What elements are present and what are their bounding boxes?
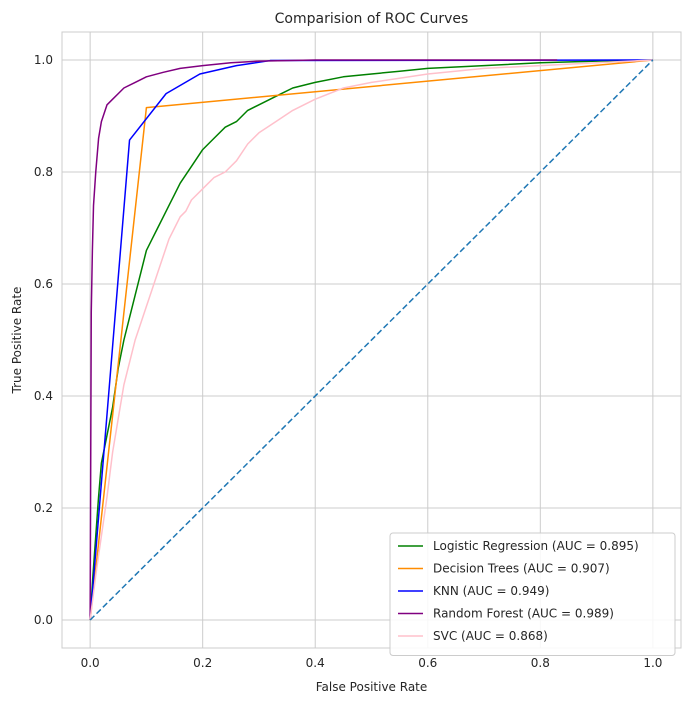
legend-entry: SVC (AUC = 0.868) xyxy=(433,629,548,643)
x-tick-label: 0.8 xyxy=(531,656,550,670)
x-tick-label: 0.2 xyxy=(193,656,212,670)
legend-entry: Random Forest (AUC = 0.989) xyxy=(433,607,614,621)
x-axis-title: False Positive Rate xyxy=(316,680,428,694)
y-tick-label: 0.0 xyxy=(34,613,53,627)
legend-entry: Logistic Regression (AUC = 0.895) xyxy=(433,539,639,553)
legend: Logistic Regression (AUC = 0.895) Decisio… xyxy=(389,532,676,656)
y-axis-title: True Positive Rate xyxy=(10,287,24,395)
x-tick-label: 0.0 xyxy=(81,656,100,670)
plot-frame xyxy=(61,31,682,649)
grid xyxy=(62,32,681,648)
legend-box xyxy=(389,532,676,656)
y-tick-label: 0.6 xyxy=(34,277,53,291)
x-tick-label: 0.4 xyxy=(306,656,325,670)
diagonal-reference-line xyxy=(89,59,654,621)
series-lines xyxy=(89,59,654,621)
x-tick-label: 1.0 xyxy=(643,656,662,670)
chart-title: Comparision of ROC Curves xyxy=(275,11,469,27)
series-line-4 xyxy=(89,59,653,621)
x-tick-label: 0.6 xyxy=(418,656,437,670)
y-tick-label: 0.4 xyxy=(34,389,53,403)
legend-entry: Decision Trees (AUC = 0.907) xyxy=(433,562,610,576)
y-tick-label: 1.0 xyxy=(34,53,53,67)
series-line-3 xyxy=(89,59,558,621)
series-line-1 xyxy=(89,59,653,621)
legend-entry: KNN (AUC = 0.949) xyxy=(433,584,549,598)
y-tick-label: 0.2 xyxy=(34,501,53,515)
tick-labels: 0.0 0.2 0.4 0.6 0.8 1.0 0.0 0.2 0.4 0.6 0.8 1.0 xyxy=(34,53,663,670)
y-tick-label: 0.8 xyxy=(34,165,53,179)
